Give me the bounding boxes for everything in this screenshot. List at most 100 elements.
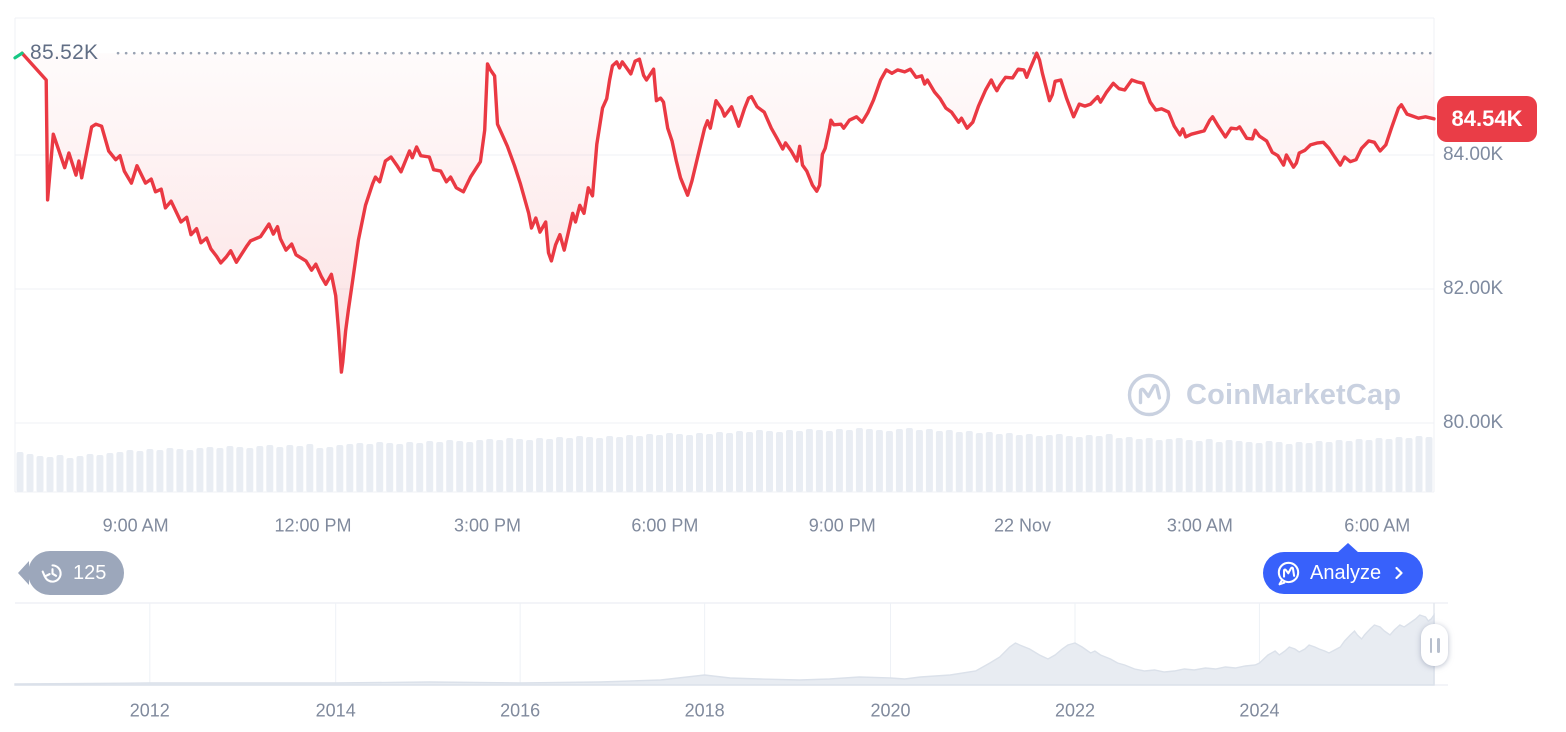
year-tick-label: 2012 xyxy=(129,700,170,721)
x-tick-label: 22 Nov xyxy=(993,515,1052,536)
volume-bar xyxy=(1305,443,1313,492)
volume-bar xyxy=(1115,438,1123,492)
handle-grip-bar xyxy=(1437,637,1440,653)
volume-bar xyxy=(955,432,963,492)
volume-bar xyxy=(106,453,114,492)
volume-bar xyxy=(616,437,624,492)
volume-bar xyxy=(1175,438,1183,492)
volume-bar xyxy=(646,434,654,492)
volume-bar xyxy=(885,431,893,492)
analyze-top-tail xyxy=(1337,543,1359,553)
volume-bar xyxy=(1275,442,1283,492)
volume-bar xyxy=(426,441,434,492)
volume-bar xyxy=(396,444,404,492)
year-tick-label: 2016 xyxy=(500,700,541,721)
volume-bar xyxy=(366,444,374,492)
volume-bar xyxy=(1215,442,1223,492)
volume-bar xyxy=(756,430,763,492)
volume-bar xyxy=(746,432,753,492)
volume-bar xyxy=(865,429,873,492)
volume-bar xyxy=(1085,435,1093,492)
volume-bar xyxy=(1015,435,1023,492)
volume-bar xyxy=(686,435,693,492)
volume-bar xyxy=(316,448,324,492)
volume-bar xyxy=(386,443,394,492)
year-tick-label: 2020 xyxy=(870,700,911,721)
volume-bar xyxy=(1345,441,1353,492)
volume-bar xyxy=(706,434,713,492)
volume-bar xyxy=(126,450,134,492)
volume-bar xyxy=(456,441,464,492)
analyze-button[interactable]: Analyze xyxy=(1263,543,1424,594)
volume-bar xyxy=(26,454,34,492)
volume-bar xyxy=(1325,442,1333,492)
history-clock-icon xyxy=(41,563,62,583)
volume-bar xyxy=(336,445,344,492)
volume-bar xyxy=(1155,440,1163,492)
volume-bar xyxy=(805,429,813,492)
year-tick-label: 2024 xyxy=(1239,700,1280,721)
volume-bar xyxy=(1105,434,1113,492)
current-price-badge: 84.54K xyxy=(1437,96,1537,142)
volume-bar xyxy=(1285,444,1293,492)
volume-bar xyxy=(835,429,843,492)
volume-bar xyxy=(666,433,673,492)
volume-bar xyxy=(146,449,154,492)
volume-bar xyxy=(186,450,194,492)
volume-bar xyxy=(286,445,294,492)
volume-bar xyxy=(136,451,144,492)
volume-bar xyxy=(786,430,793,492)
volume-bar xyxy=(36,456,44,492)
volume-bar xyxy=(76,456,84,492)
volume-bar xyxy=(656,435,663,492)
volume-bar xyxy=(1185,440,1193,492)
volume-bar xyxy=(1075,437,1083,492)
volume-bar xyxy=(486,439,494,492)
volume-bar xyxy=(1405,438,1413,492)
volume-bar xyxy=(266,445,274,492)
volume-bar xyxy=(496,440,504,492)
volume-bar xyxy=(116,452,124,492)
price-line[interactable] xyxy=(20,51,1436,374)
x-tick-label: 9:00 PM xyxy=(808,515,876,536)
volume-bar xyxy=(925,429,933,492)
price-area-fill xyxy=(22,53,1435,373)
volume-bar xyxy=(1315,441,1323,492)
navigator-area-chart[interactable] xyxy=(14,612,1435,686)
volume-bar xyxy=(1265,441,1273,492)
volume-bar xyxy=(256,446,264,492)
watermark-text: CoinMarketCap xyxy=(1186,378,1402,411)
coinmarketcap-logo-icon xyxy=(1127,373,1171,417)
volume-bar xyxy=(736,431,743,492)
volume-bar xyxy=(246,448,254,492)
volume-bar xyxy=(776,432,783,492)
volume-bar xyxy=(1425,437,1433,492)
volume-bar xyxy=(1365,440,1373,492)
volume-bar xyxy=(576,436,584,492)
reference-price-label: 85.52K xyxy=(30,41,99,64)
volume-bar xyxy=(1005,433,1013,492)
volume-bar xyxy=(406,442,414,492)
volume-bar xyxy=(296,446,304,492)
navigator-range-handle[interactable] xyxy=(1421,624,1448,666)
open-tick-green-segment xyxy=(13,51,24,60)
volume-bar xyxy=(1255,443,1263,492)
volume-bar xyxy=(796,431,803,492)
volume-bar xyxy=(875,430,883,492)
volume-bar xyxy=(1225,440,1233,492)
volume-bar xyxy=(446,440,454,492)
volume-bar xyxy=(935,431,943,492)
volume-bar xyxy=(1355,439,1363,492)
volume-bar xyxy=(476,440,484,492)
history-count: 125 xyxy=(73,561,107,584)
history-count-pill[interactable]: 125 xyxy=(18,551,125,595)
volume-bar xyxy=(1145,438,1153,492)
volume-bar xyxy=(1065,436,1073,492)
volume-bar xyxy=(156,450,164,492)
volume-bar xyxy=(1205,439,1213,492)
volume-bar xyxy=(985,432,993,492)
volume-bar xyxy=(1235,441,1243,492)
volume-bar xyxy=(855,428,863,492)
